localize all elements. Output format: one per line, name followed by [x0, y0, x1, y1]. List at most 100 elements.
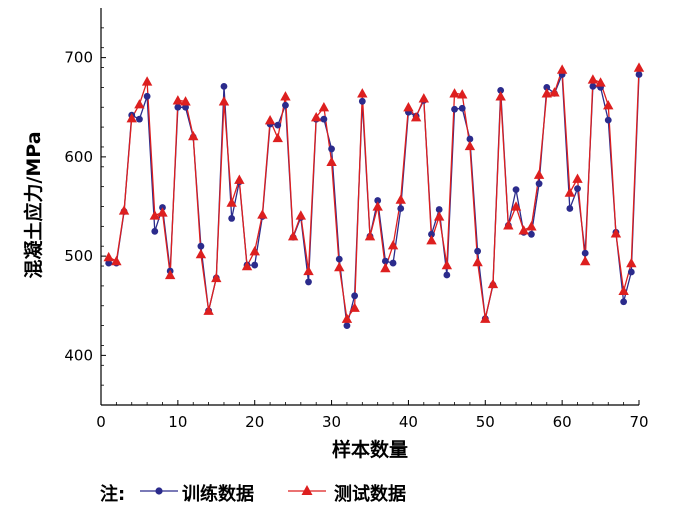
data-point-test — [595, 77, 606, 87]
data-point-train — [474, 247, 481, 255]
data-point-train — [358, 97, 366, 105]
data-point-test — [334, 261, 345, 272]
legend-label-train: 训练数据 — [182, 483, 254, 505]
data-point-test — [464, 140, 476, 151]
data-point-test — [626, 257, 637, 268]
data-point-test — [610, 228, 622, 238]
data-point-train — [535, 180, 543, 188]
data-point-train — [351, 292, 359, 300]
data-point-test — [341, 313, 353, 323]
data-point-train — [105, 259, 113, 267]
y-tick-label: 600 — [64, 148, 93, 166]
data-point-train — [528, 230, 535, 238]
data-point-test — [387, 240, 399, 250]
data-point-test — [257, 209, 268, 219]
data-point-test — [280, 91, 291, 101]
data-point-train — [635, 71, 643, 78]
data-point-train — [497, 86, 505, 94]
data-point-test — [311, 111, 322, 122]
data-point-test — [418, 93, 429, 103]
data-point-train — [343, 322, 351, 329]
data-point-test — [572, 173, 583, 183]
data-point-train — [512, 186, 520, 194]
data-point-test — [203, 305, 214, 315]
data-point-train — [543, 84, 551, 91]
data-point-test — [603, 100, 614, 110]
data-point-train — [143, 92, 151, 100]
data-point-train — [335, 255, 343, 263]
data-point-train — [381, 257, 389, 265]
data-point-train — [182, 103, 189, 111]
data-point-test — [564, 187, 576, 197]
data-point-train — [136, 115, 143, 123]
x-axis-title: 样本数量 — [332, 438, 408, 461]
x-tick-label: 20 — [245, 413, 264, 431]
data-point-train — [282, 101, 289, 109]
data-point-test — [487, 278, 499, 289]
series-layer — [103, 62, 645, 329]
data-point-test — [526, 221, 537, 231]
data-point-train — [566, 205, 574, 212]
data-point-test — [410, 111, 422, 122]
x-tick-label: 70 — [629, 413, 648, 431]
legend-label-test: 测试数据 — [334, 483, 406, 505]
data-point-test — [103, 251, 114, 262]
data-point-test — [556, 64, 568, 74]
data-point-test — [503, 220, 514, 230]
series-line-2 — [108, 67, 640, 321]
data-point-test — [134, 99, 145, 109]
data-point-test — [580, 255, 591, 266]
legend: 注: 训练数据 测试数据 — [100, 483, 406, 505]
data-point-train — [589, 83, 597, 90]
data-point-train — [443, 271, 451, 279]
data-point-train — [397, 205, 405, 212]
data-point-train — [320, 115, 328, 123]
data-point-test — [364, 231, 376, 241]
legend-prefix: 注: — [100, 483, 125, 505]
data-point-test — [149, 210, 160, 220]
legend-marker-train — [155, 487, 163, 495]
data-point-test — [633, 62, 645, 72]
data-point-test — [326, 156, 337, 166]
data-point-test — [118, 205, 130, 215]
data-point-train — [389, 259, 397, 267]
data-point-train — [374, 197, 382, 204]
data-point-test — [510, 201, 522, 211]
x-tick-label: 50 — [476, 413, 495, 431]
data-point-train — [627, 268, 635, 276]
data-point-test — [433, 211, 445, 221]
data-point-train — [251, 261, 259, 269]
x-tick-label: 40 — [399, 413, 418, 431]
data-point-test — [518, 225, 529, 235]
data-point-test — [249, 245, 260, 256]
data-point-train — [305, 278, 312, 286]
x-tick-label: 10 — [168, 413, 187, 431]
data-point-test — [372, 201, 383, 211]
data-point-test — [141, 76, 153, 86]
data-point-test — [111, 255, 122, 266]
data-point-test — [157, 207, 168, 217]
data-point-train — [620, 298, 628, 306]
data-point-test — [380, 262, 391, 273]
data-point-test — [172, 95, 184, 105]
data-point-test — [195, 248, 207, 259]
data-point-test — [164, 269, 176, 280]
y-tick-label: 400 — [64, 346, 93, 364]
data-point-test — [264, 114, 276, 125]
data-point-test — [126, 112, 137, 123]
data-point-test — [403, 102, 414, 112]
data-point-test — [218, 96, 230, 106]
x-tick-label: 30 — [322, 413, 341, 431]
data-point-test — [395, 194, 406, 204]
data-point-test — [234, 174, 245, 184]
data-point-test — [303, 265, 314, 276]
data-point-test — [226, 197, 237, 207]
data-point-train — [451, 105, 458, 113]
data-point-test — [295, 210, 307, 220]
data-point-test — [480, 313, 491, 323]
data-point-test — [533, 169, 545, 179]
y-tick-label: 700 — [64, 49, 93, 67]
y-axis-title: 混凝土应力/MPa — [22, 131, 45, 278]
data-point-test — [618, 285, 629, 296]
